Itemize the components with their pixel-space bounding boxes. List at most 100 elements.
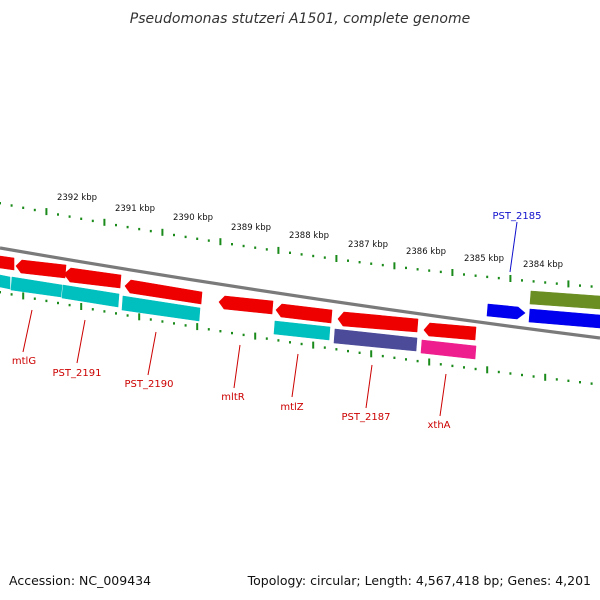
gene-label-mltr[interactable]: mltR [221, 392, 244, 403]
gene-label-mtlg[interactable]: mtlG [12, 356, 36, 367]
minor-tick [103, 310, 106, 313]
gene-label-xtha[interactable]: xthA [427, 420, 450, 431]
tick-label: 2390 kbp [173, 213, 213, 223]
lower-tick-ring [0, 291, 593, 385]
gene-label-mtlz[interactable]: mtlZ [280, 402, 303, 413]
minor-tick [68, 303, 71, 307]
upper-tick-ring [0, 202, 593, 288]
gene-arrow-mtlz[interactable] [275, 303, 333, 324]
major-tick [567, 280, 570, 288]
tick-label: 2389 kbp [231, 223, 271, 233]
feature-block-xtha[interactable] [420, 339, 477, 360]
leader-line-pst-2190 [147, 331, 157, 376]
minor-tick [126, 314, 129, 317]
minor-tick [439, 363, 442, 366]
leader-line-pst-2185 [509, 221, 518, 273]
minor-tick [126, 225, 129, 229]
minor-tick [416, 268, 419, 271]
minor-tick [486, 275, 489, 279]
minor-tick [358, 261, 361, 264]
feature-block-pst-2185[interactable] [528, 308, 600, 329]
minor-tick [532, 280, 535, 283]
reverse-genes [0, 255, 477, 341]
minor-tick [521, 279, 523, 282]
minor-tick [300, 253, 303, 256]
minor-tick [370, 262, 373, 265]
gene-arrow-pst-2191[interactable] [15, 259, 67, 279]
gene-arrow-pst-2190[interactable] [63, 267, 122, 289]
feature-block-mtlg[interactable] [0, 274, 11, 290]
minor-tick [323, 346, 326, 349]
gene-arrow-pst-2190b[interactable] [124, 279, 203, 305]
minor-tick [184, 324, 187, 327]
genome-backbone [0, 246, 600, 340]
minor-tick [265, 337, 268, 340]
gene-label-pst-2190[interactable]: PST_2190 [125, 379, 174, 390]
feature-block-pst-2187[interactable] [333, 328, 418, 352]
major-tick [277, 246, 280, 254]
tick-label: 2387 kbp [348, 240, 388, 250]
minor-tick [590, 382, 593, 385]
tick-label: 2391 kbp [115, 204, 155, 214]
minor-tick [196, 237, 199, 240]
feature-blocks [0, 274, 600, 360]
gene-arrow-mltr[interactable] [218, 295, 274, 315]
gene-arrow-xtha[interactable] [423, 322, 477, 341]
tick-label: 2386 kbp [406, 247, 446, 257]
minor-tick [149, 318, 152, 321]
major-tick [103, 218, 106, 226]
minor-tick [10, 293, 13, 296]
minor-tick [231, 331, 233, 335]
feature-block-mtlz[interactable] [273, 320, 331, 341]
minor-tick [555, 282, 558, 285]
major-tick [370, 350, 373, 358]
minor-tick [358, 351, 361, 354]
tick-labels: 2392 kbp 2391 kbp 2390 kbp 2389 kbp 2388… [57, 193, 563, 270]
minor-tick [555, 378, 558, 381]
major-tick [196, 323, 199, 331]
minor-tick [57, 213, 59, 216]
gene-arrow-unlabeled[interactable] [529, 290, 600, 310]
feature-block-pst-2190[interactable] [121, 295, 201, 322]
minor-tick [463, 366, 465, 369]
topology-text: Topology: circular; Length: 4,567,418 bp… [247, 573, 591, 588]
feature-block-mtlg-2[interactable] [10, 276, 63, 298]
minor-tick [254, 246, 257, 249]
minor-tick [405, 358, 407, 361]
minor-tick [590, 285, 593, 288]
gene-arrow-pst-2187[interactable] [337, 311, 419, 333]
major-tick [161, 228, 164, 236]
major-tick [509, 275, 512, 282]
minor-tick [91, 219, 94, 223]
minor-tick [579, 381, 581, 384]
minor-tick [33, 208, 36, 212]
minor-tick [231, 243, 233, 246]
major-tick [335, 255, 338, 262]
minor-tick [347, 259, 349, 262]
minor-tick [22, 206, 25, 209]
minor-tick [149, 229, 152, 233]
minor-tick [115, 312, 117, 315]
gene-label-pst-2191[interactable]: PST_2191 [53, 368, 102, 379]
leader-line-mtlz [291, 353, 299, 398]
feature-block-pst-2191[interactable] [61, 284, 120, 308]
leader-line-mltr [233, 344, 241, 389]
minor-tick [138, 227, 141, 231]
minor-tick [80, 217, 83, 220]
gene-label-pst-2185[interactable]: PST_2185 [493, 211, 542, 222]
minor-tick [439, 270, 442, 274]
gene-arrow-mtlg[interactable] [0, 255, 15, 271]
leader-line-xtha [439, 373, 447, 417]
tick-label: 2385 kbp [464, 254, 504, 264]
gene-label-pst-2187[interactable]: PST_2187 [342, 412, 391, 423]
gene-labels: PST_2185 mtlG PST_2191 PST_2190 mltR mtl… [12, 211, 542, 431]
minor-tick [277, 339, 280, 342]
major-tick [45, 208, 48, 216]
minor-tick [474, 367, 477, 371]
minor-tick [68, 215, 71, 218]
minor-tick [381, 263, 384, 267]
major-tick [254, 332, 257, 340]
gene-arrow-pst-2185[interactable] [486, 303, 526, 320]
minor-tick [289, 341, 291, 344]
major-tick [312, 341, 315, 349]
